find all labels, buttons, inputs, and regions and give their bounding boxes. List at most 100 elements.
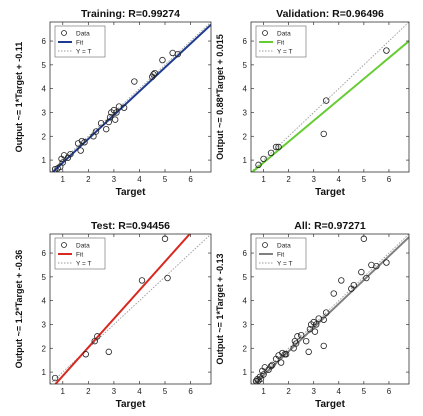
x-tick-label: 4 (337, 175, 342, 184)
chart-title: Training: R=0.99274 (81, 8, 180, 20)
y-tick-label: 1 (42, 156, 47, 165)
data-point (275, 143, 282, 151)
x-tick-label: 2 (286, 387, 291, 396)
y-tick-label: 3 (42, 108, 47, 117)
x-tick-label: 3 (311, 175, 316, 184)
fit-line (51, 23, 211, 172)
x-tick-label: 5 (362, 175, 367, 184)
data-point (292, 340, 300, 347)
plot-area (50, 22, 211, 172)
data-point (105, 348, 112, 356)
x-axis-label: Target (315, 399, 345, 410)
x-tick-label: 6 (387, 175, 392, 184)
data-point (151, 69, 158, 77)
y-tick-label: 6 (42, 249, 47, 258)
x-tick-label: 5 (362, 387, 367, 396)
legend-label: Fit (277, 40, 284, 47)
legend-label: Fit (76, 252, 83, 259)
chart-title: Test: R=0.94456 (91, 220, 170, 232)
x-axis-label: Target (116, 187, 146, 198)
legend-data-marker (61, 30, 67, 36)
y-tick-label: 5 (243, 273, 248, 282)
data-point (82, 351, 89, 358)
x-tick-label: 2 (86, 387, 91, 396)
legend-label: Data (277, 243, 291, 250)
data-point (120, 104, 128, 111)
y-tick-label: 4 (42, 297, 47, 306)
x-tick-label: 1 (261, 175, 266, 184)
plot-area (251, 234, 409, 384)
plot-area (251, 22, 409, 172)
axes-frame (49, 233, 212, 385)
data-point (320, 342, 327, 350)
x-tick-label: 6 (188, 387, 193, 396)
fit-line (251, 40, 409, 172)
x-tick-label: 1 (61, 175, 66, 184)
data-point (113, 109, 120, 116)
x-tick-label: 2 (286, 175, 291, 184)
data-point (294, 333, 301, 340)
legend-label: Y = T (277, 261, 293, 268)
x-tick-label: 6 (387, 387, 392, 396)
data-point (323, 97, 330, 104)
legend: Data Fit Y = T (255, 25, 307, 58)
data-point (105, 118, 112, 126)
data-point (267, 149, 275, 157)
data-point (313, 321, 320, 328)
data-point (260, 371, 267, 378)
y-tick-label: 4 (42, 85, 47, 94)
data-point (138, 277, 146, 284)
data-point (59, 159, 66, 166)
data-point (350, 281, 358, 289)
y-tick-label: 6 (243, 249, 248, 258)
data-point (67, 150, 74, 158)
data-point (267, 362, 275, 370)
data-point (111, 116, 119, 123)
y-tick-label: 4 (243, 85, 248, 94)
data-point (77, 147, 84, 154)
y-tick-label: 2 (243, 344, 248, 353)
data-point (164, 274, 171, 282)
data-point (383, 259, 390, 266)
data-point (323, 309, 330, 316)
data-point (320, 130, 327, 138)
axes-frame (49, 21, 212, 173)
chart-title: All: R=0.97271 (294, 220, 366, 232)
y-tick-label: 6 (243, 37, 248, 46)
legend: Data Fit Y = T (54, 25, 106, 58)
legend-label: Fit (76, 40, 83, 47)
data-point (51, 374, 59, 382)
x-tick-label: 4 (137, 175, 142, 184)
data-point (373, 262, 380, 270)
data-point (282, 351, 290, 358)
data-point (94, 333, 101, 340)
fit-line (54, 234, 192, 384)
x-tick-label: 3 (311, 387, 316, 396)
y-tick-label: 4 (243, 297, 248, 306)
data-point (131, 78, 138, 85)
x-tick-label: 4 (137, 387, 142, 396)
data-point (311, 328, 319, 335)
y-tick-label: 3 (42, 320, 47, 329)
data-point (269, 361, 276, 369)
data-point (338, 277, 345, 284)
x-tick-label: 1 (61, 387, 66, 396)
y-tick-label: 5 (243, 61, 248, 70)
data-point (305, 348, 312, 356)
y-tick-label: 3 (243, 108, 248, 117)
data-point (302, 337, 310, 345)
y-tick-label: 5 (42, 273, 47, 282)
data-point (159, 56, 166, 64)
x-tick-label: 1 (261, 387, 266, 396)
y-tick-label: 1 (42, 368, 47, 377)
y-tick-label: 2 (42, 132, 47, 141)
y-axis-label: Output ~= 1*Target + -0.13 (215, 253, 225, 364)
data-point (260, 155, 267, 163)
legend-data-marker (262, 30, 268, 36)
data-point (383, 47, 390, 54)
data-point (277, 359, 285, 366)
identity-line (251, 234, 409, 384)
subplot-1: 1 2 3 4 5 6 1 2 3 4 5 6 Training: R=0.99274 Target Out… (14, 8, 212, 198)
data-point (255, 161, 262, 169)
data-point (174, 50, 181, 58)
